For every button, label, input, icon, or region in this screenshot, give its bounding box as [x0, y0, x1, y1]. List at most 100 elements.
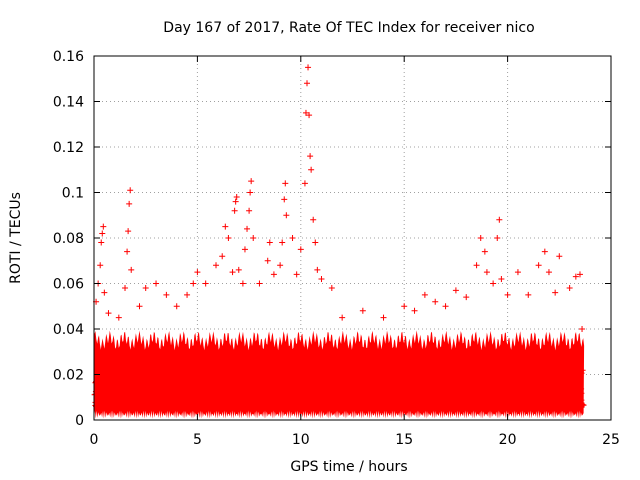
- data-point: [241, 246, 248, 253]
- chart-title: Day 167 of 2017, Rate Of TEC Index for r…: [163, 20, 534, 36]
- data-point: [566, 285, 573, 292]
- data-point: [504, 291, 511, 298]
- dense-data-band: [91, 330, 587, 419]
- data-point: [556, 253, 563, 260]
- data-point: [483, 269, 490, 276]
- data-point: [142, 285, 149, 292]
- data-point: [401, 303, 408, 310]
- y-tick-label: 0.08: [53, 231, 84, 247]
- data-point: [535, 262, 542, 269]
- x-tick-label: 5: [193, 432, 202, 448]
- data-point: [452, 287, 459, 294]
- data-point: [305, 64, 312, 71]
- data-point: [314, 266, 321, 273]
- data-point: [432, 298, 439, 305]
- data-point: [213, 262, 220, 269]
- y-tick-label: 0.12: [53, 140, 84, 156]
- data-point: [289, 235, 296, 241]
- data-point: [473, 262, 480, 269]
- data-point: [232, 198, 239, 205]
- data-point: [235, 266, 242, 273]
- data-point: [307, 153, 314, 160]
- data-point: [496, 216, 503, 223]
- data-point: [421, 291, 428, 298]
- x-axis-label: GPS time / hours: [290, 459, 407, 475]
- data-point: [302, 109, 309, 116]
- x-tick-label: 25: [602, 432, 620, 448]
- data-point: [270, 271, 277, 278]
- data-point: [190, 280, 197, 287]
- data-point: [277, 262, 284, 269]
- data-point: [225, 235, 232, 241]
- data-point: [247, 189, 254, 196]
- data-point: [101, 289, 108, 296]
- data-point: [126, 200, 133, 207]
- data-point: [494, 235, 501, 241]
- data-point: [301, 180, 308, 187]
- data-point: [229, 269, 236, 276]
- data-point: [100, 223, 107, 230]
- data-point: [297, 246, 304, 253]
- y-tick-label: 0.16: [53, 49, 84, 65]
- data-point: [281, 196, 288, 203]
- data-point: [115, 314, 122, 321]
- data-point: [246, 207, 253, 214]
- data-point: [339, 314, 346, 321]
- data-point: [222, 223, 229, 230]
- data-point: [122, 285, 129, 292]
- data-point: [552, 289, 559, 296]
- data-point: [239, 280, 246, 287]
- data-point: [124, 248, 131, 255]
- x-tick-label: 20: [499, 432, 517, 448]
- data-point: [127, 187, 134, 194]
- data-point: [318, 275, 325, 282]
- data-point: [233, 194, 240, 201]
- data-point: [442, 303, 449, 310]
- y-tick-label: 0.06: [53, 277, 84, 293]
- data-point: [490, 280, 497, 287]
- data-point: [541, 248, 548, 255]
- data-point: [545, 269, 552, 276]
- data-point: [266, 239, 273, 246]
- data-point: [308, 166, 315, 173]
- data-point: [293, 271, 300, 278]
- y-tick-label: 0.04: [53, 322, 84, 338]
- data-point: [411, 307, 418, 314]
- data-point: [498, 275, 505, 282]
- data-point: [250, 235, 257, 241]
- data-point: [153, 280, 160, 287]
- grid-lines: [94, 56, 611, 420]
- data-point: [306, 112, 313, 119]
- data-point: [173, 303, 180, 310]
- data-point: [194, 269, 201, 276]
- data-point: [279, 239, 286, 246]
- data-point: [264, 257, 271, 264]
- y-tick-label: 0.1: [62, 186, 84, 202]
- data-point: [163, 291, 170, 298]
- data-point: [576, 271, 583, 278]
- axis-ticks: 0 0.02 0.04 0.06 0.08 0.1 0.12 0.14 0.16 0 5 10 15 20…: [53, 49, 620, 448]
- data-point: [514, 269, 521, 276]
- data-point: [477, 235, 484, 241]
- data-points: [93, 64, 586, 332]
- plot-frame: [93, 55, 612, 421]
- data-point: [99, 230, 106, 237]
- data-point: [244, 225, 251, 232]
- data-point: [136, 303, 143, 310]
- data-point: [256, 280, 263, 287]
- dense-band-markers: [91, 349, 587, 409]
- y-tick-label: 0: [75, 413, 84, 429]
- data-point: [463, 294, 470, 301]
- data-point: [283, 212, 290, 219]
- y-tick-label: 0.14: [53, 95, 84, 111]
- y-tick-label: 0.02: [53, 368, 84, 384]
- y-axis-label: ROTI / TECUs: [8, 192, 24, 284]
- data-point: [304, 80, 311, 87]
- data-point: [202, 280, 209, 287]
- x-tick-label: 0: [90, 432, 99, 448]
- data-point: [219, 253, 226, 260]
- data-point: [380, 314, 387, 321]
- data-point: [282, 180, 289, 187]
- data-point: [97, 262, 104, 269]
